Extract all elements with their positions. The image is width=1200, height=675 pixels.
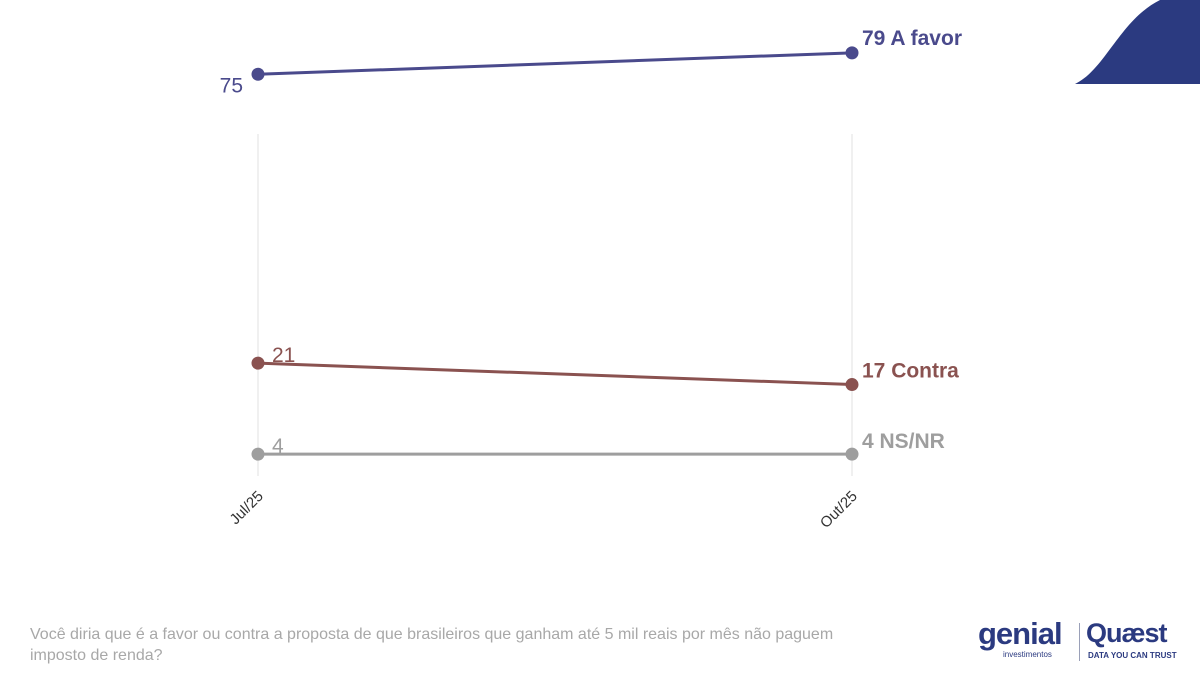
- series-line: [257, 51, 853, 76]
- page-title: A favor ou contra de que brasileiros que…: [80, 25, 1011, 80]
- data-point: [845, 378, 859, 392]
- data-label-start: 75: [220, 74, 243, 97]
- data-point: [251, 67, 265, 81]
- grid-layer: [257, 134, 853, 476]
- series-line: [257, 361, 853, 387]
- line-chart: 75 79 A favor 21 17 Contra 4 4 NS/NR Jul/25 Ou…: [220, 27, 962, 532]
- data-point: [845, 447, 859, 461]
- data-label-end: 79 A favor: [862, 27, 962, 50]
- data-label-end: 17 Contra: [862, 360, 959, 383]
- quaest-logo: Quæst: [1086, 618, 1168, 648]
- x-tick-label: Jul/25: [227, 488, 267, 528]
- quaest-logo-subtitle: DATA YOU CAN TRUST: [1088, 651, 1177, 660]
- data-point: [251, 356, 265, 370]
- genial-logo-subtitle: investimentos: [1003, 650, 1052, 659]
- x-tick-label: Out/25: [817, 488, 861, 532]
- genial-logo: genial: [978, 616, 1063, 651]
- logos: genial investimentos Quæst DATA YOU CAN …: [975, 616, 1185, 665]
- tick-layer: Jul/25 Out/25: [227, 488, 861, 532]
- data-label-start: 21: [272, 344, 295, 367]
- data-label-end: 4 NS/NR: [862, 430, 945, 453]
- label-layer: 75 79 A favor 21 17 Contra 4 4 NS/NR: [220, 27, 962, 458]
- survey-question: Você diria que é a favor ou contra a pro…: [30, 626, 834, 664]
- data-point: [845, 46, 859, 60]
- logo-divider: [1079, 623, 1080, 661]
- data-label-start: 4: [272, 435, 284, 458]
- data-point: [251, 447, 265, 461]
- series-layer: [251, 46, 859, 461]
